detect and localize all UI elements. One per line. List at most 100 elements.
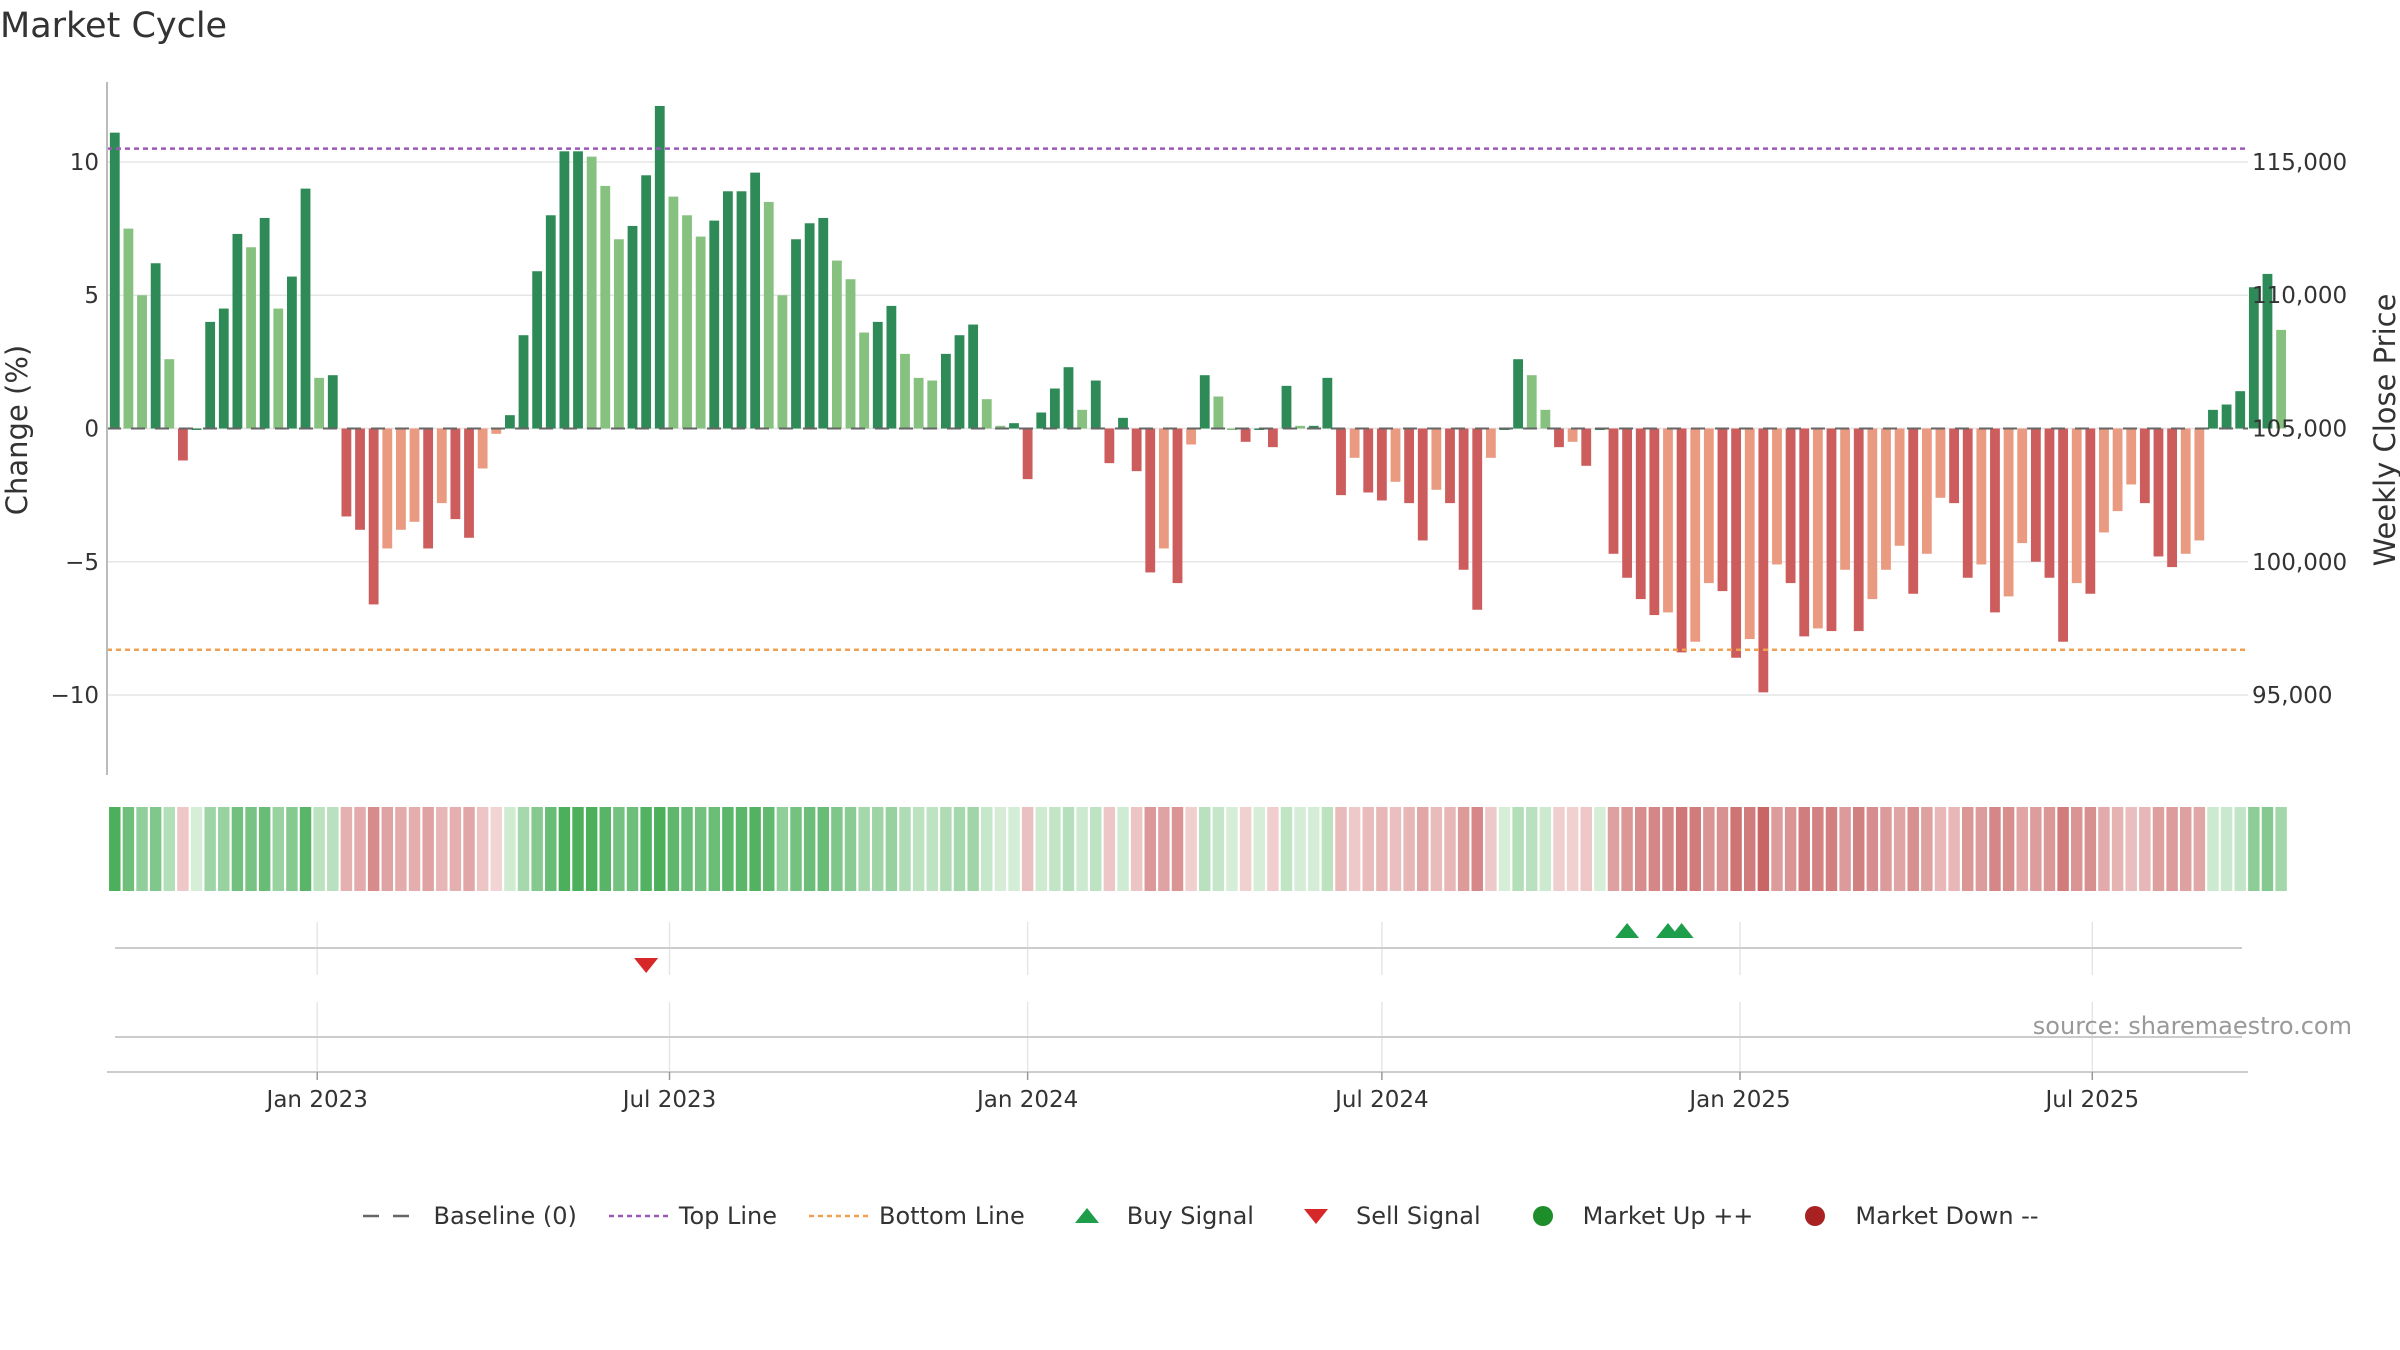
bar (436, 428, 447, 504)
bar (1240, 428, 1251, 442)
heat-cell (1771, 807, 1783, 891)
bar (382, 428, 393, 549)
bar (464, 428, 474, 538)
bar (1431, 428, 1442, 490)
heat-cell (408, 807, 421, 891)
bar (1145, 428, 1156, 573)
bar (777, 295, 788, 429)
bar (1881, 428, 1891, 570)
heat-cell (1021, 807, 1034, 891)
bar (1158, 428, 1169, 549)
bar (205, 321, 216, 429)
heat-cell (2220, 807, 2233, 891)
heat-cell (490, 807, 502, 891)
bar (2180, 428, 2191, 554)
heat-cell (613, 807, 625, 891)
bar (1009, 423, 1019, 429)
heat-cell (1662, 807, 1674, 891)
triangle-up-green-icon (1074, 1208, 1099, 1223)
bar (504, 415, 515, 429)
y-tick-right: 105,000 (2252, 417, 2347, 443)
bar (695, 236, 706, 429)
x-tick-label: Jan 2024 (975, 1087, 1078, 1113)
legend-label: Buy Signal (1126, 1202, 1254, 1230)
bar (1949, 428, 1960, 504)
heat-cell (1825, 807, 1838, 891)
signal-panel (115, 922, 2242, 1072)
bar (954, 335, 965, 429)
heat-cell (1444, 807, 1456, 891)
heat-cell (2111, 807, 2124, 891)
legend-item: Baseline (0) (361, 1202, 577, 1230)
bar (668, 196, 679, 429)
heat-cell (422, 807, 434, 891)
bar (218, 308, 229, 429)
bar (1036, 412, 1047, 429)
heat-cell (1294, 807, 1306, 891)
heat-cell (1594, 807, 1606, 891)
heat-cell (1716, 807, 1729, 891)
y-tick-right: 115,000 (2252, 150, 2347, 176)
heat-cell (749, 807, 761, 891)
heat-cell (681, 807, 693, 891)
bar (586, 156, 597, 429)
heat-cell (1853, 807, 1865, 891)
heat-cell (572, 807, 584, 891)
bar (491, 428, 502, 434)
bar (613, 239, 624, 429)
heat-cell (558, 807, 571, 891)
heat-cell (231, 807, 244, 891)
bar (1717, 428, 1728, 592)
bar (1812, 428, 1823, 629)
heat-cell (872, 807, 884, 891)
heat-cell (245, 807, 257, 891)
bar (1186, 428, 1197, 445)
bar (559, 151, 570, 429)
bar (654, 105, 665, 429)
legend-label: Sell Signal (1355, 1202, 1481, 1230)
heat-cell (885, 807, 898, 891)
heat-cell (1689, 807, 1701, 891)
heat-cell (1171, 807, 1184, 891)
heat-cell (1635, 807, 1647, 891)
heat-cell (163, 807, 176, 891)
bar (1554, 428, 1564, 448)
heat-cell (735, 807, 748, 891)
bar (736, 191, 747, 429)
heat-cell (1199, 807, 1211, 891)
legend-label: Baseline (0) (433, 1202, 577, 1230)
bar (1962, 428, 1973, 578)
heat-cell (953, 807, 966, 891)
legend-item: Top Line (607, 1202, 777, 1230)
heat-cell (599, 807, 611, 891)
bar (450, 428, 461, 520)
heat-cell (436, 807, 448, 891)
bar (1744, 428, 1755, 640)
heat-cell (2139, 807, 2151, 891)
heat-cell (1512, 807, 1524, 891)
heat-cell (1253, 807, 1265, 891)
heat-cell (1893, 807, 1906, 891)
heat-cell (2152, 807, 2165, 891)
heat-cell (1607, 807, 1620, 891)
heat-cell (2125, 807, 2137, 891)
bar (341, 428, 352, 517)
x-tick-label: Jul 2024 (1333, 1087, 1429, 1113)
bar (1118, 417, 1128, 429)
axes: 10 115,000 5 110,000 0 105,000 −5 100,000 −10 95,… (50, 82, 2347, 1113)
heat-cell (1975, 807, 1988, 891)
bar (2208, 409, 2218, 429)
heat-cell (1457, 807, 1470, 891)
heat-cell (2261, 807, 2274, 891)
heat-cell (272, 807, 285, 891)
heat-cell (1907, 807, 1919, 891)
bar (818, 217, 829, 429)
legend-item: Bottom Line (807, 1202, 1025, 1230)
bar (545, 215, 556, 429)
bar (600, 185, 611, 429)
heat-cell (517, 807, 530, 891)
y-axis-left-title: Change (%) (0, 345, 34, 515)
heat-cell (1103, 807, 1116, 891)
bar (1799, 428, 1810, 637)
